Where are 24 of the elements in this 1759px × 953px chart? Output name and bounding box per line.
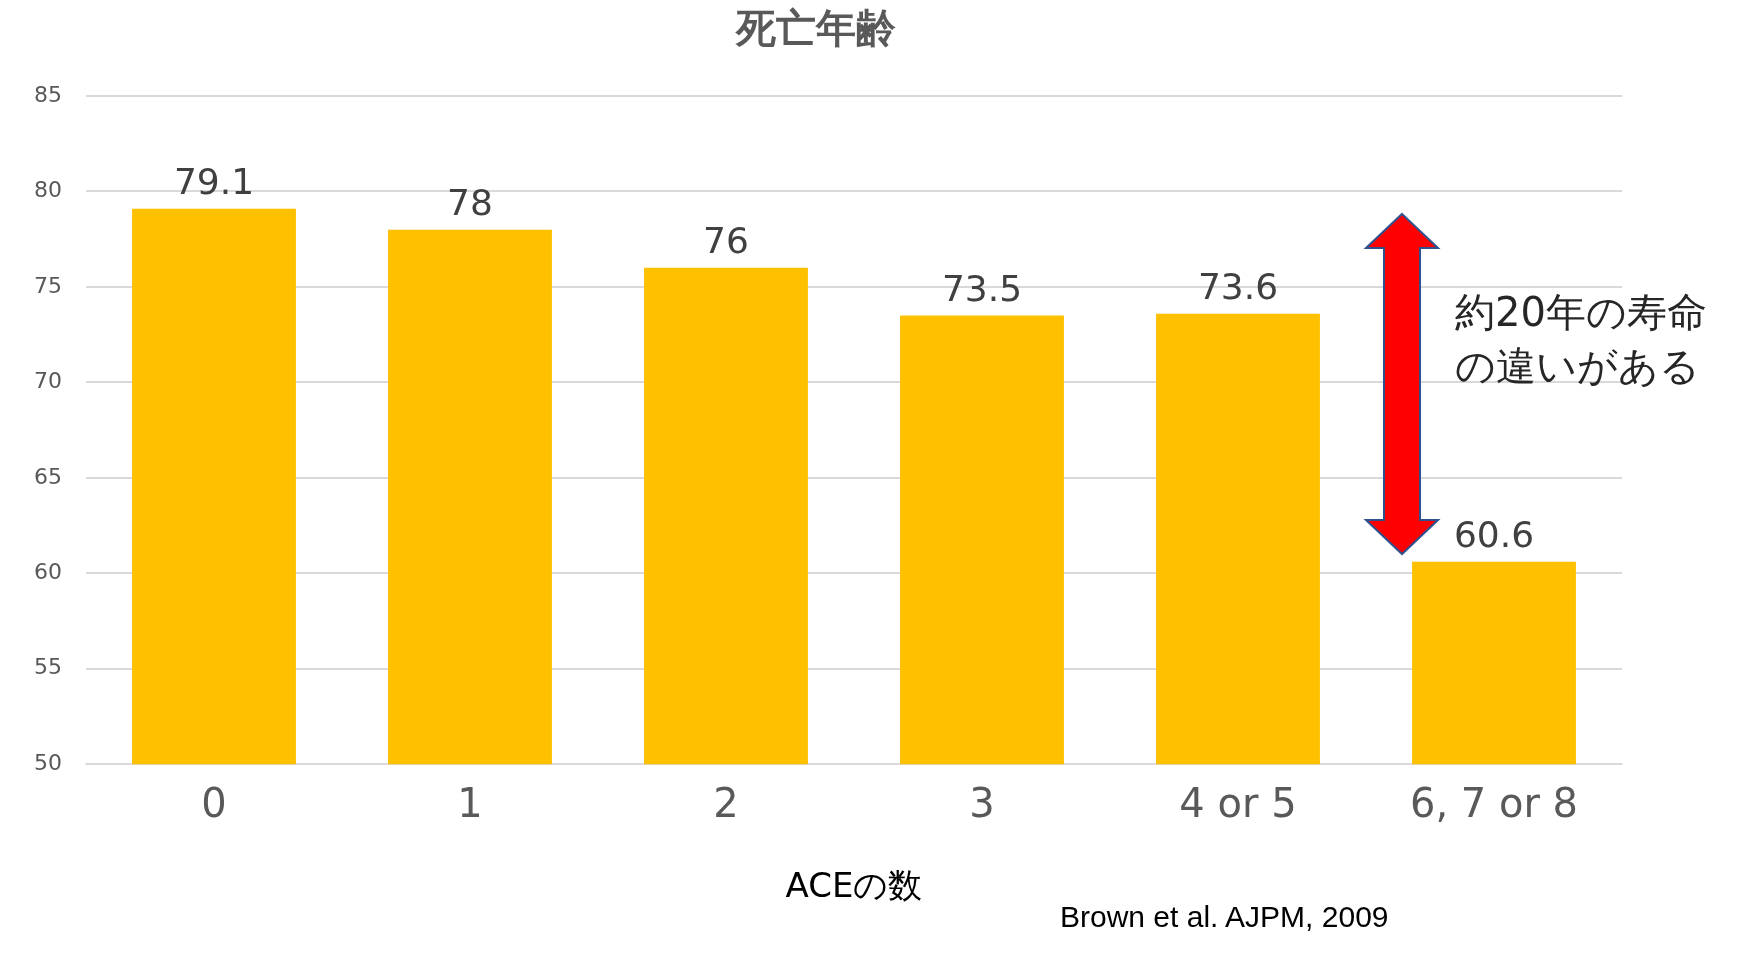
y-tick-label: 60 [33, 559, 62, 584]
annotation: 約20年の寿命の違いがある [1455, 288, 1708, 391]
y-tick-label: 80 [33, 177, 62, 203]
data-label: 60.6 [1453, 514, 1535, 556]
x-tick-label: 0 [201, 779, 227, 826]
y-tick-label: 65 [33, 463, 62, 489]
x-axis-title: ACEの数 [785, 865, 923, 906]
x-tick-label: 2 [713, 779, 739, 826]
data-label: 73.6 [1197, 266, 1279, 307]
data-label: 76 [703, 220, 749, 262]
data-label: 79.1 [173, 161, 255, 202]
x-tick-label: 6, 7 or 8 [1409, 779, 1579, 826]
y-tick-label: 55 [33, 654, 62, 680]
data-label: 73.5 [941, 267, 1023, 309]
x-tick-label: 4 or 5 [1179, 779, 1297, 826]
data-label: 78 [447, 182, 493, 223]
y-tick-label: 70 [33, 368, 62, 394]
y-tick-label: 75 [33, 272, 62, 298]
y-tick-label: 85 [33, 81, 62, 107]
y-tick-label: 50 [33, 749, 62, 775]
x-tick-label: 1 [457, 779, 483, 826]
text: Brown et al. AJPM, 2009 [1060, 900, 1389, 934]
chart-title: 死亡年齢 [735, 5, 896, 52]
x-tick-label: 3 [969, 779, 995, 826]
